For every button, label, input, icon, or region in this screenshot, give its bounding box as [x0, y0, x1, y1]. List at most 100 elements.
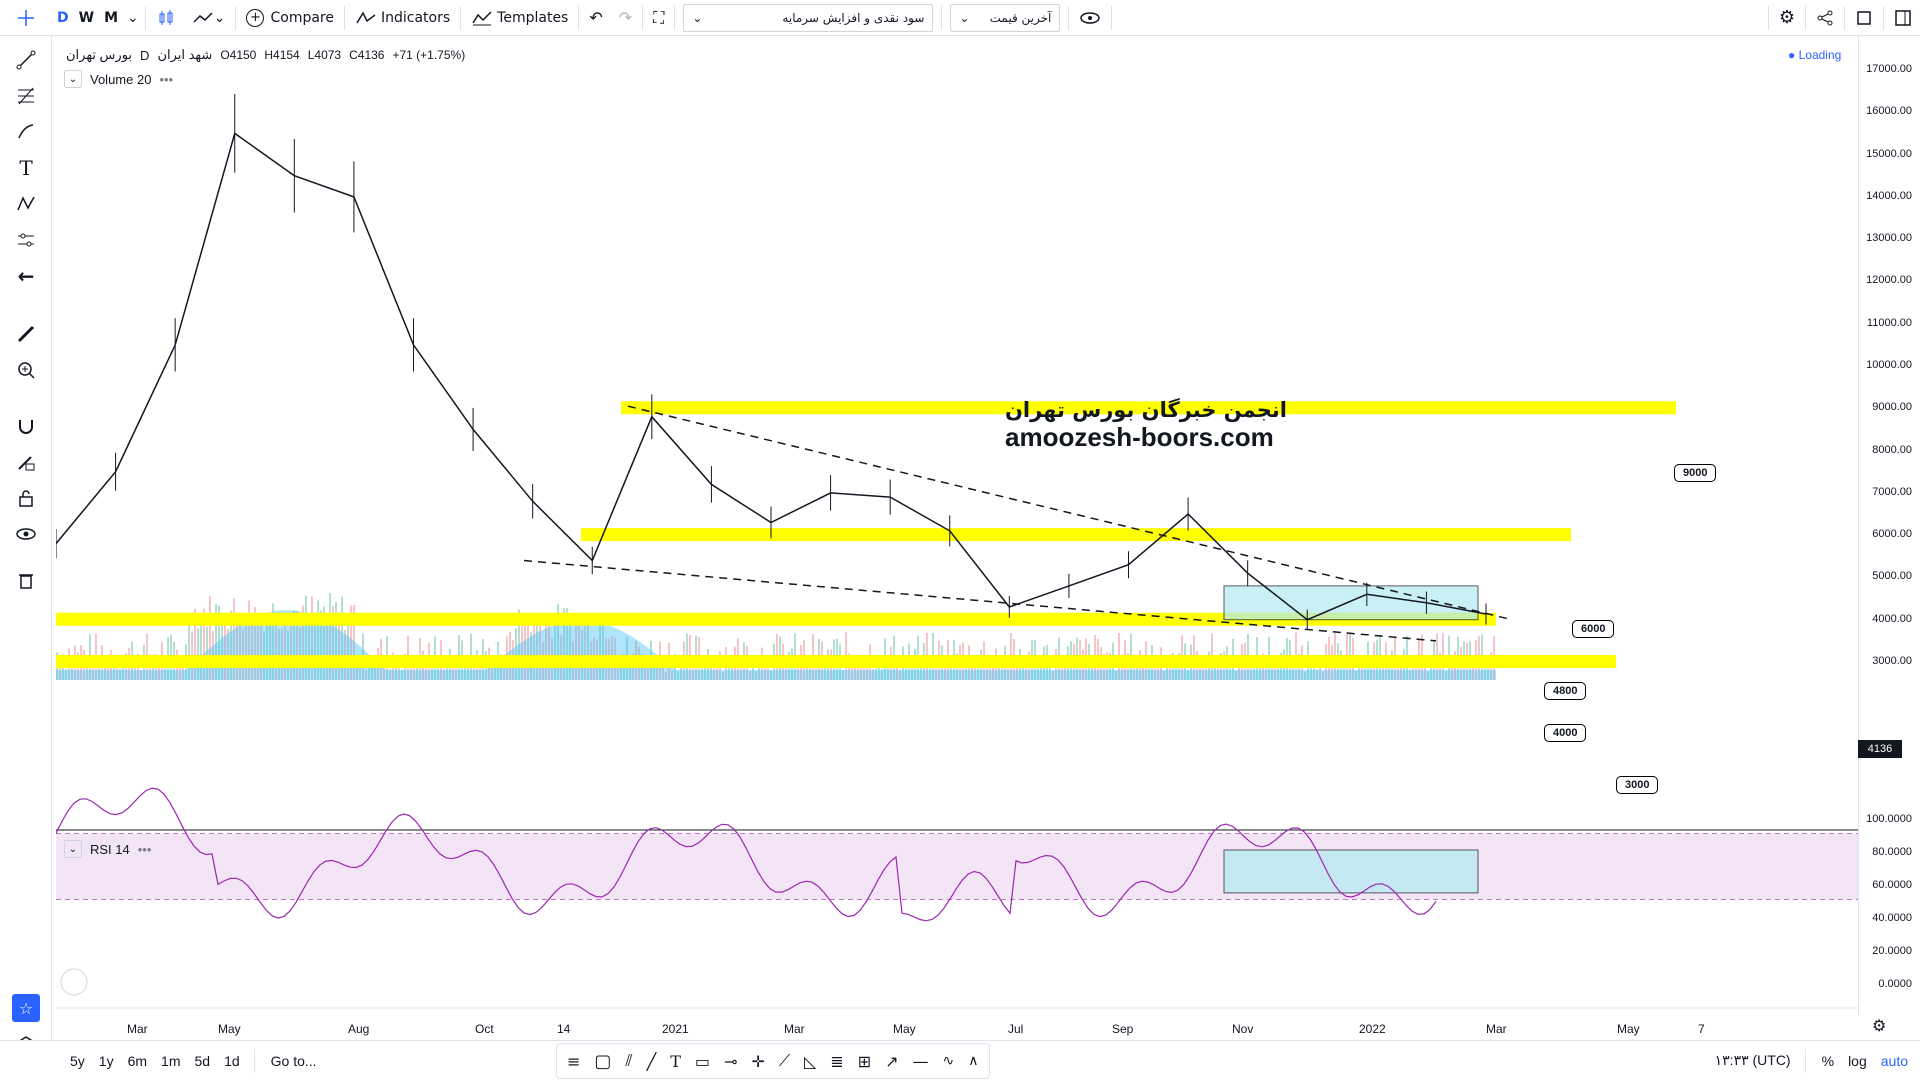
- eye-icon[interactable]: [1071, 0, 1109, 36]
- percent-toggle[interactable]: %: [1821, 1052, 1835, 1069]
- abc-icon[interactable]: ∧: [968, 1053, 979, 1069]
- lock-icon[interactable]: [12, 484, 40, 512]
- ruler-icon[interactable]: [12, 320, 40, 348]
- crosshair-icon[interactable]: [0, 0, 52, 36]
- goto-button[interactable]: Go to...: [270, 1052, 317, 1069]
- chevron-down-icon[interactable]: ⌄: [127, 9, 139, 26]
- indicators-button[interactable]: Indicators: [347, 0, 458, 36]
- volume-bar: [1265, 662, 1267, 680]
- volume-bar: [677, 671, 679, 680]
- dividends-dropdown[interactable]: ⌄ سود نقدی و افزایش سرمایه: [683, 3, 934, 32]
- volume-bar: [248, 600, 250, 680]
- hline-icon[interactable]: ⊸: [724, 1051, 738, 1071]
- magnet-icon[interactable]: [12, 412, 40, 440]
- range-5d[interactable]: 5d: [194, 1052, 211, 1069]
- time-axis-label: Oct: [475, 1022, 494, 1036]
- templates-button[interactable]: Templates: [463, 0, 576, 36]
- range-5y[interactable]: 5y: [70, 1052, 85, 1069]
- range-6m[interactable]: 6m: [127, 1052, 148, 1069]
- favorites-star-icon[interactable]: ☆: [12, 994, 40, 1022]
- volume-bar: [1253, 667, 1255, 680]
- rectangle-icon[interactable]: ▢: [594, 1050, 612, 1072]
- volume-bar: [722, 671, 724, 680]
- prediction-icon[interactable]: [12, 226, 40, 254]
- range-1m[interactable]: 1m: [161, 1052, 181, 1069]
- volume-bar: [302, 605, 304, 680]
- volume-bar: [332, 605, 334, 680]
- price-candles: [56, 94, 1487, 630]
- volume-bar: [731, 662, 733, 680]
- more-icon[interactable]: •••: [137, 841, 152, 857]
- back-arrow-icon[interactable]: ←: [17, 264, 35, 288]
- measure-icon[interactable]: ⊞: [857, 1051, 872, 1071]
- ray-icon[interactable]: ⟋: [778, 1051, 791, 1070]
- collapse-icon[interactable]: ⌄: [64, 70, 82, 88]
- price-scale-label: 7000.00: [1872, 485, 1912, 498]
- redo-icon[interactable]: ↷: [618, 8, 633, 27]
- settings-icon[interactable]: ⚙: [1778, 7, 1795, 28]
- line-style-icon[interactable]: ⌄: [184, 0, 234, 36]
- lock-draw-icon[interactable]: [12, 448, 40, 476]
- compare-button[interactable]: + Compare: [238, 0, 342, 36]
- price-scale-label: 16000.00: [1866, 105, 1912, 118]
- triangle-icon[interactable]: ◺: [804, 1051, 817, 1071]
- range-1d[interactable]: 1d: [224, 1052, 240, 1069]
- volume-bar: [671, 670, 673, 680]
- auto-toggle[interactable]: auto: [1880, 1052, 1908, 1069]
- callout-icon[interactable]: ▭: [694, 1051, 710, 1071]
- line-icon[interactable]: ╱: [646, 1051, 657, 1071]
- volume-bar: [527, 622, 529, 680]
- text-tool-icon[interactable]: T: [19, 156, 33, 180]
- brush-icon[interactable]: [12, 118, 40, 146]
- price-type-dropdown[interactable]: ⌄ آخرین قیمت: [950, 3, 1061, 32]
- channel-icon[interactable]: ⫽: [625, 1051, 633, 1070]
- more-icon[interactable]: •••: [159, 71, 174, 87]
- symbol-name[interactable]: شهد ایران: [157, 47, 213, 62]
- snapshot-icon[interactable]: [1847, 0, 1881, 36]
- volume-bar: [356, 663, 358, 680]
- dividends-dropdown-label: سود نقدی و افزایش سرمایه: [782, 10, 925, 25]
- support-zones: [56, 401, 1676, 668]
- fib-tool-icon[interactable]: ≣: [830, 1051, 844, 1071]
- lines-icon[interactable]: ≡: [567, 1051, 581, 1071]
- zone-4000: [56, 612, 1496, 626]
- timeframe-w[interactable]: W: [78, 9, 95, 26]
- volume-bar: [1415, 667, 1417, 680]
- symbol-exchange[interactable]: بورس تهران: [66, 47, 133, 62]
- bottom-toolbar: 5y 1y 6m 1m 5d 1d Go to... ≡ ▢ ⫽ ╱ T ▭ ⊸…: [0, 1040, 1920, 1080]
- wave-icon[interactable]: ∿: [942, 1053, 955, 1069]
- fib-icon[interactable]: [12, 82, 40, 110]
- price-type-label: آخرین قیمت: [989, 10, 1052, 25]
- fullscreen-icon[interactable]: ⛶: [653, 7, 665, 27]
- timeframe-m[interactable]: M: [104, 9, 119, 26]
- range-1y[interactable]: 1y: [98, 1052, 114, 1069]
- price-chart[interactable]: [56, 36, 1858, 1016]
- scale-settings-icon[interactable]: ⚙: [1872, 1016, 1887, 1035]
- pattern-icon[interactable]: [12, 190, 40, 218]
- volume-bar: [119, 668, 121, 680]
- undo-icon[interactable]: ↶: [589, 8, 603, 27]
- text-icon[interactable]: T: [670, 1051, 681, 1071]
- volume-bar: [1136, 660, 1138, 680]
- volume-bar: [230, 610, 232, 680]
- visibility-icon[interactable]: [12, 520, 40, 548]
- log-toggle[interactable]: log: [1848, 1052, 1867, 1069]
- rsi-pane-icon[interactable]: [60, 968, 88, 996]
- arrow-icon[interactable]: ↗: [885, 1051, 899, 1071]
- share-icon[interactable]: [1808, 0, 1842, 36]
- zoom-in-icon[interactable]: [12, 356, 40, 384]
- horizontal-line-icon[interactable]: —: [912, 1051, 929, 1071]
- volume-bar: [260, 612, 262, 680]
- volume-bar: [704, 665, 706, 680]
- cross-icon[interactable]: ✛: [751, 1051, 765, 1071]
- trend-line-icon[interactable]: [12, 46, 40, 74]
- collapse-icon[interactable]: ⌄: [64, 840, 82, 858]
- volume-bar: [878, 658, 880, 680]
- volume-bar: [713, 668, 715, 680]
- trash-icon[interactable]: [12, 566, 40, 594]
- timeframe-d[interactable]: D: [57, 9, 69, 26]
- panel-icon[interactable]: [1886, 0, 1920, 36]
- price-scale[interactable]: 17000.00 16000.00 15000.00 14000.00 13000.00…: [1858, 36, 1920, 1016]
- candles-icon[interactable]: [148, 0, 184, 36]
- utc-time[interactable]: ۱۳:۳۳ (UTC): [1714, 1052, 1791, 1068]
